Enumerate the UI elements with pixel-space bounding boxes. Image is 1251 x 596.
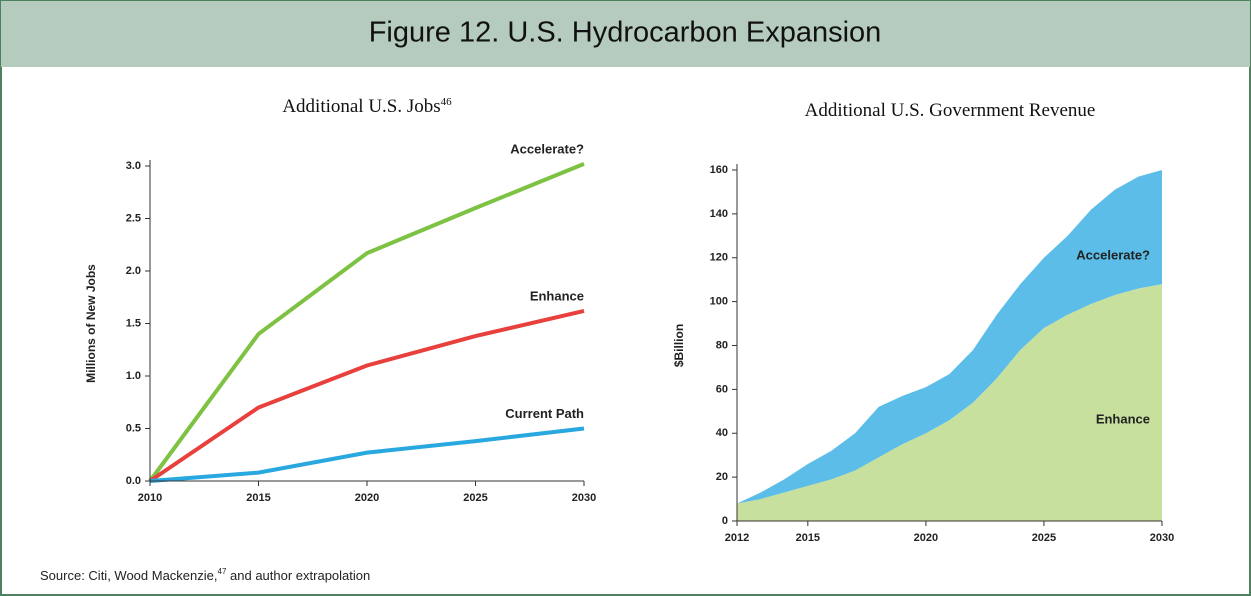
figure-title: Figure 12. U.S. Hydrocarbon Expansion xyxy=(369,17,882,49)
y-axis-label: Millions of New Jobs xyxy=(84,264,98,383)
header xyxy=(1,1,1250,67)
y-tick-label: 80 xyxy=(716,339,728,351)
y-tick-label: 2.0 xyxy=(126,265,141,277)
line xyxy=(148,308,585,483)
series-label: Current Path xyxy=(505,406,584,421)
chart-title-text: Additional U.S. Government Revenue xyxy=(805,100,1096,121)
x-tick-label: 2030 xyxy=(572,492,596,504)
x-tick-label: 2015 xyxy=(796,532,820,544)
y-tick-label: 0.5 xyxy=(126,422,141,434)
line xyxy=(149,426,585,483)
chart-title-text: Additional U.S. Jobs xyxy=(282,96,440,117)
x-tick-label: 2020 xyxy=(355,492,379,504)
line xyxy=(148,162,585,483)
x-tick-label: 2012 xyxy=(725,532,749,544)
y-tick-label: 1.0 xyxy=(126,370,141,382)
y-tick-label: 40 xyxy=(716,427,728,439)
series-label: Accelerate? xyxy=(510,141,584,156)
x-tick-label: 2030 xyxy=(1150,532,1174,544)
y-axis-label: $Billion xyxy=(672,324,686,367)
y-tick-label: 3.0 xyxy=(126,160,141,172)
series-label: Accelerate? xyxy=(1076,247,1150,262)
source-text: and author extrapolation xyxy=(226,568,370,583)
series-label: Enhance xyxy=(1096,411,1150,426)
y-tick-label: 60 xyxy=(716,383,728,395)
y-tick-label: 100 xyxy=(710,296,728,308)
chart-title-note: 46 xyxy=(441,96,453,108)
source-text: Source: Citi, Wood Mackenzie, xyxy=(40,568,218,583)
source: Source: Citi, Wood Mackenzie,47 and auth… xyxy=(40,567,370,583)
area xyxy=(737,284,1162,521)
y-tick-label: 20 xyxy=(716,471,728,483)
x-tick-label: 2010 xyxy=(138,492,162,504)
y-tick-label: 160 xyxy=(710,164,728,176)
y-tick-label: 120 xyxy=(710,252,728,264)
y-tick-label: 140 xyxy=(710,208,728,220)
chart-title: Additional U.S. Jobs46 xyxy=(282,96,452,118)
chart-title: Additional U.S. Government Revenue xyxy=(805,100,1096,121)
series-label: Enhance xyxy=(530,288,584,303)
x-tick-label: 2020 xyxy=(914,532,938,544)
y-tick-label: 0.0 xyxy=(126,475,141,487)
source-note: 47 xyxy=(218,567,227,576)
x-tick-label: 2025 xyxy=(1032,532,1056,544)
area xyxy=(737,170,1162,504)
y-tick-label: 1.5 xyxy=(126,317,141,329)
y-tick-label: 0 xyxy=(722,515,728,527)
y-tick-label: 2.5 xyxy=(126,212,141,224)
x-tick-label: 2025 xyxy=(463,492,487,504)
x-tick-label: 2015 xyxy=(246,492,270,504)
